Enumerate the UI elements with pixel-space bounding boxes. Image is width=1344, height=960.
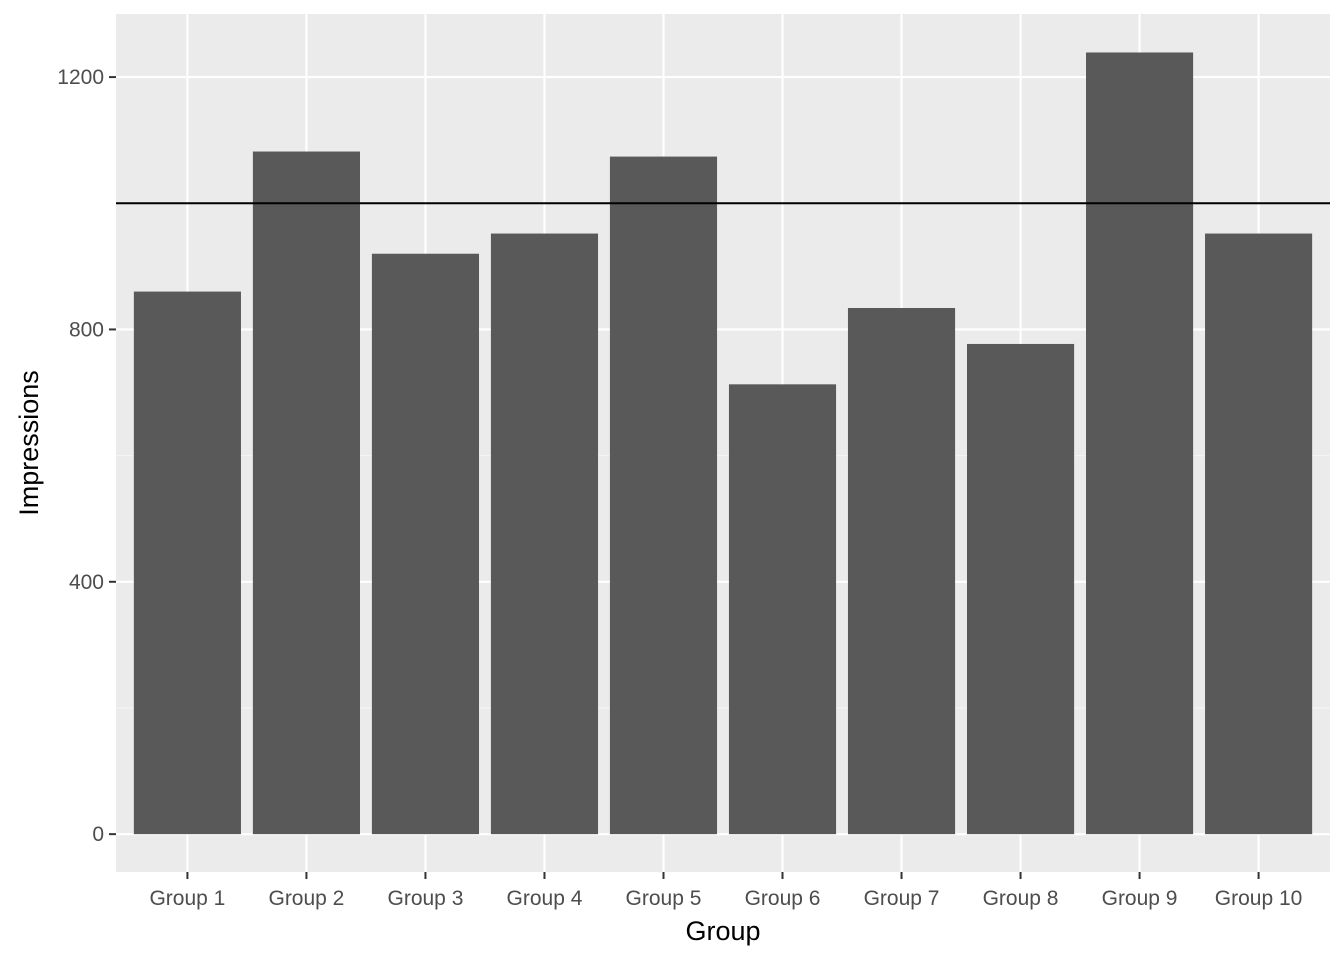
x-axis: Group 1 Group 2 Group 3 Group 4 Group 5 Group… [149, 872, 1302, 910]
bar-5 [609, 156, 718, 835]
bar-2 [252, 151, 360, 835]
y-tick-label: 400 [69, 571, 104, 594]
x-tick-label: Group 7 [864, 887, 940, 910]
x-tick-label: Group 9 [1102, 887, 1178, 910]
bar-6 [728, 384, 837, 835]
x-tick-label: Group 8 [983, 887, 1059, 910]
x-tick-label: Group 6 [745, 887, 821, 910]
x-axis-title: Group [685, 916, 760, 946]
x-tick-label: Group 1 [149, 887, 225, 910]
bar-7 [847, 307, 956, 835]
y-tick-label: 800 [69, 318, 104, 341]
x-tick-label: Group 5 [626, 887, 702, 910]
y-axis-title: Impressions [14, 370, 44, 516]
y-axis: 0 400 800 1200 [57, 66, 116, 846]
bar-4 [490, 233, 599, 835]
bar-10 [1205, 233, 1313, 835]
bar-3 [371, 253, 480, 835]
x-tick-label: Group 10 [1215, 887, 1303, 910]
bar-1 [133, 291, 241, 835]
bar-8 [966, 343, 1075, 835]
y-tick-label: 1200 [57, 66, 104, 89]
bar-9 [1086, 52, 1194, 835]
x-tick-label: Group 3 [388, 887, 464, 910]
y-tick-label: 0 [92, 823, 104, 846]
x-tick-label: Group 4 [507, 887, 583, 910]
x-tick-label: Group 2 [268, 887, 344, 910]
bars [133, 52, 1313, 835]
